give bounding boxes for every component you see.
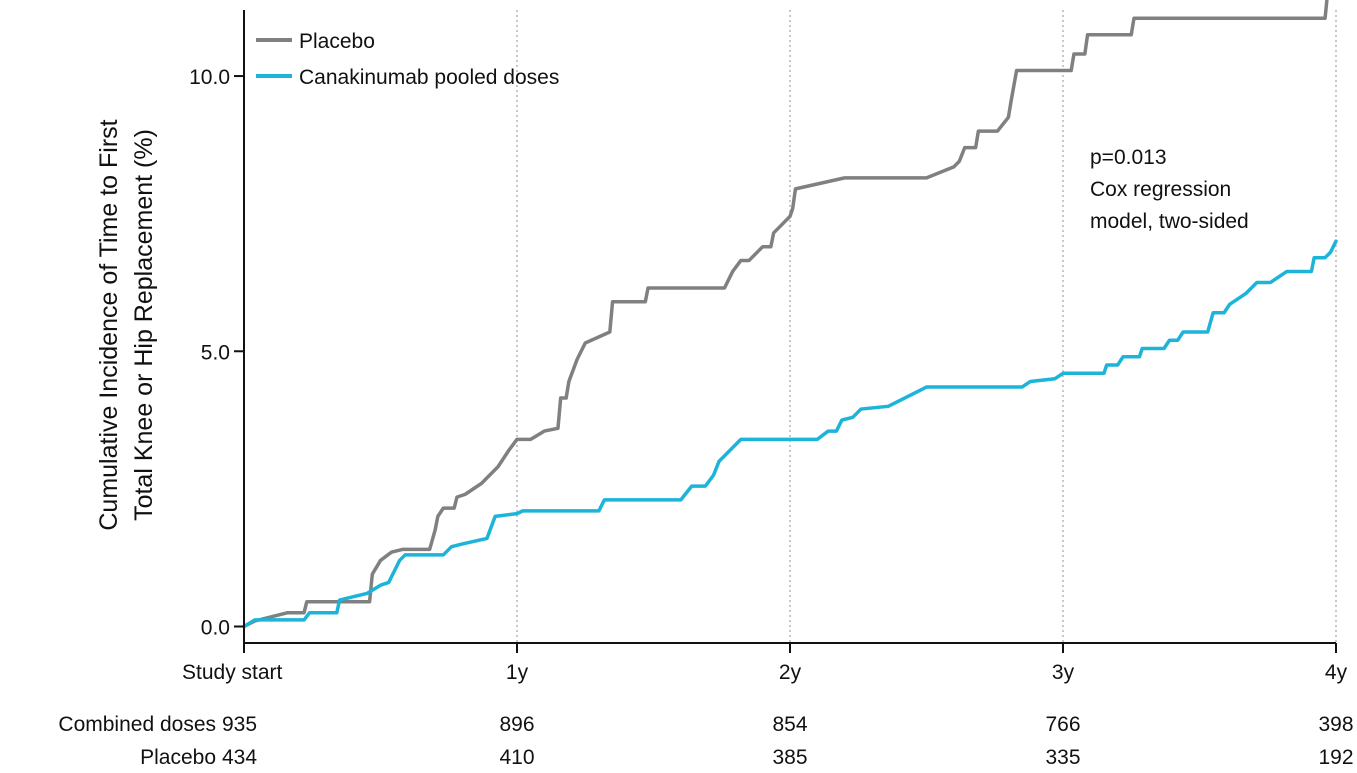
x-tick-label-1: 1y <box>506 661 529 684</box>
y-axis-label-line-1: Cumulative Incidence of Time to First <box>95 119 123 530</box>
grid-layer <box>516 10 1337 643</box>
y-tick-label-2: 10.0 <box>189 66 230 89</box>
x-tick-label-3: 3y <box>1052 661 1075 684</box>
p-value-annotation: p=0.013 Cox regression model, two-sided <box>1090 146 1249 233</box>
y-tick-label-0: 0.0 <box>201 616 230 639</box>
y-axis-label-line-2: Total Knee or Hip Replacement (%) <box>130 129 158 521</box>
annotation-line-1: p=0.013 <box>1090 146 1167 169</box>
risk-cell-0-0: 935 <box>222 713 257 736</box>
risk-cell-0-2: 854 <box>772 713 807 736</box>
y-ticks: 0.0 5.0 10.0 <box>189 66 244 639</box>
annotation-line-3: model, two-sided <box>1090 210 1249 233</box>
legend-label-placebo: Placebo <box>299 30 375 53</box>
x-tick-label-2: 2y <box>779 661 802 684</box>
risk-cell-0-4: 398 <box>1318 713 1353 736</box>
risk-cell-1-2: 385 <box>772 746 807 768</box>
risk-row-label-0: Combined doses <box>58 713 216 736</box>
risk-cell-0-3: 766 <box>1045 713 1080 736</box>
annotation-line-2: Cox regression <box>1090 178 1231 201</box>
x-tick-label-4: 4y <box>1325 661 1348 684</box>
legend-label-canakinumab: Canakinumab pooled doses <box>299 66 559 89</box>
number-at-risk-table: Combined doses 935 896 854 766 398 Placebo 434 4… <box>58 713 1353 769</box>
series-line-canakinumab <box>242 239 1338 629</box>
risk-cell-1-4: 192 <box>1318 746 1353 768</box>
risk-cell-0-1: 896 <box>499 713 534 736</box>
risk-row-label-1: Placebo <box>140 746 216 768</box>
risk-cell-1-0: 434 <box>222 746 257 768</box>
y-axis-label: Cumulative Incidence of Time to First To… <box>95 119 158 530</box>
y-tick-label-1: 5.0 <box>201 341 230 364</box>
x-ticks: Study start 1y 2y 3y 4y <box>182 643 1348 684</box>
legend: Placebo Canakinumab pooled doses <box>256 30 559 89</box>
x-tick-label-0: Study start <box>182 661 283 684</box>
risk-cell-1-1: 410 <box>499 746 534 768</box>
series-line-placebo <box>242 0 1329 629</box>
risk-cell-1-3: 335 <box>1045 746 1080 768</box>
series-layer <box>242 0 1338 629</box>
